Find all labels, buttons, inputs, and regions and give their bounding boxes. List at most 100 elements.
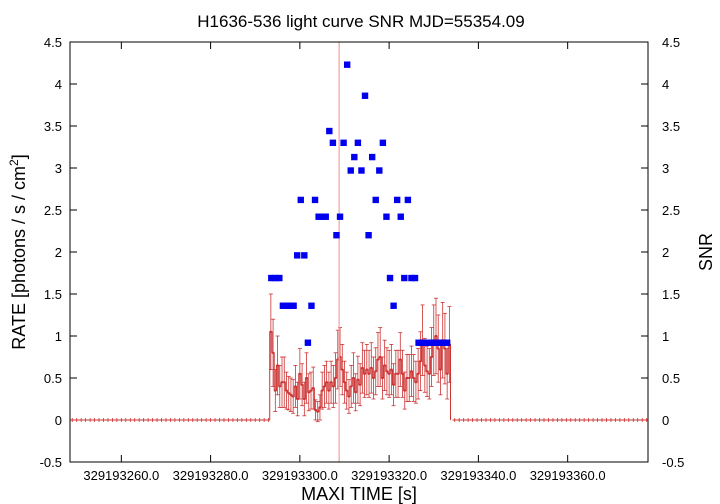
snr-point bbox=[329, 139, 337, 146]
snr-point bbox=[301, 252, 308, 259]
rate-point bbox=[394, 372, 397, 375]
axis-ticks bbox=[70, 41, 648, 463]
snr-point bbox=[276, 274, 283, 282]
snr-series bbox=[268, 61, 451, 346]
snr-point bbox=[404, 196, 412, 204]
snr-point bbox=[272, 274, 279, 282]
snr-point bbox=[411, 274, 419, 282]
snr-point bbox=[372, 196, 379, 204]
rate-point bbox=[276, 364, 279, 367]
y-tick-label-right: 1 bbox=[662, 329, 669, 344]
y-tick-label-right: 1.5 bbox=[662, 287, 680, 302]
rate-point bbox=[383, 364, 386, 367]
snr-point bbox=[365, 232, 372, 239]
y-tick-label-left: 3.5 bbox=[44, 119, 62, 134]
rate-point bbox=[339, 356, 342, 358]
rate-point bbox=[410, 370, 413, 373]
y-tick-label-right: 2 bbox=[662, 245, 669, 260]
snr-point bbox=[401, 274, 408, 282]
rate-point bbox=[347, 395, 350, 398]
snr-point bbox=[297, 196, 304, 204]
snr-point bbox=[322, 213, 329, 220]
snr-point bbox=[422, 339, 429, 346]
y-tick-label-right: -0.5 bbox=[662, 455, 684, 470]
rate-point bbox=[363, 372, 366, 375]
snr-point bbox=[347, 167, 354, 174]
rate-point bbox=[381, 377, 384, 379]
rate-point bbox=[305, 377, 308, 379]
rate-point bbox=[426, 370, 429, 373]
rate-point bbox=[368, 372, 371, 375]
rate-point bbox=[379, 356, 382, 358]
snr-point bbox=[351, 153, 358, 161]
y-tick-label-left: 0 bbox=[55, 413, 62, 428]
rate-point bbox=[419, 360, 422, 363]
snr-point bbox=[311, 196, 319, 204]
rate-point bbox=[294, 385, 297, 388]
y-axis-right-tick-labels: -0.5 0 0.5 1 1.5 2 2.5 3 3.5 4 4.5 bbox=[662, 35, 684, 470]
rate-point bbox=[370, 366, 373, 369]
rate-point bbox=[330, 381, 333, 384]
rate-point bbox=[374, 370, 377, 373]
rate-point bbox=[414, 381, 417, 384]
x-tick-label: 329193300.0 bbox=[262, 468, 338, 483]
snr-point bbox=[283, 302, 290, 309]
rate-point bbox=[365, 368, 368, 371]
rate-point bbox=[352, 377, 355, 379]
rate-point bbox=[327, 389, 330, 392]
snr-point bbox=[408, 274, 415, 282]
snr-point bbox=[343, 61, 351, 68]
rate-point bbox=[361, 366, 364, 369]
snr-point bbox=[336, 213, 344, 220]
y-axis-left-tick-labels: -0.5 0 0.5 1 1.5 2 2.5 3 3.5 4 4.5 bbox=[40, 35, 62, 470]
snr-point bbox=[293, 252, 301, 259]
y-tick-label-left: 1 bbox=[55, 329, 62, 344]
rate-point bbox=[443, 347, 446, 350]
rate-point bbox=[341, 368, 344, 371]
snr-point bbox=[383, 213, 390, 220]
y-axis-left-label-main: RATE [photons / s / cm bbox=[9, 166, 29, 350]
rate-point bbox=[350, 385, 353, 388]
snr-point bbox=[397, 213, 404, 220]
chart-title: H1636-536 light curve SNR MJD=55354.09 bbox=[197, 12, 524, 31]
snr-point bbox=[358, 167, 365, 174]
snr-point bbox=[361, 92, 369, 99]
snr-point bbox=[279, 302, 287, 309]
rate-point bbox=[289, 393, 292, 396]
rate-point bbox=[385, 370, 388, 373]
x-tick-label: 329193360.0 bbox=[530, 468, 606, 483]
rate-point bbox=[283, 381, 286, 384]
rate-point bbox=[292, 395, 295, 398]
rate-point bbox=[303, 398, 306, 400]
rate-point bbox=[428, 372, 431, 375]
rate-point bbox=[417, 372, 420, 375]
snr-point bbox=[418, 339, 426, 346]
snr-point bbox=[426, 339, 433, 346]
rate-point bbox=[388, 372, 391, 375]
rate-point bbox=[408, 377, 411, 379]
y-tick-label-left: 2 bbox=[55, 245, 62, 260]
y-tick-label-right: 4.5 bbox=[662, 35, 680, 50]
rate-point bbox=[269, 330, 272, 333]
rate-point bbox=[446, 372, 449, 375]
rate-point bbox=[298, 372, 301, 375]
snr-point bbox=[308, 302, 315, 309]
y-tick-label-right: 3.5 bbox=[662, 119, 680, 134]
rate-point bbox=[321, 389, 324, 392]
rate-point bbox=[423, 364, 426, 367]
snr-point bbox=[443, 339, 451, 346]
snr-point bbox=[429, 339, 437, 346]
rate-point bbox=[318, 406, 321, 409]
snr-point bbox=[386, 274, 394, 282]
y-tick-label-left: 2.5 bbox=[44, 203, 62, 218]
rate-point bbox=[376, 358, 379, 361]
x-axis-label: MAXI TIME [s] bbox=[301, 484, 417, 504]
snr-point bbox=[268, 274, 275, 282]
rate-point bbox=[307, 391, 310, 394]
rate-point bbox=[437, 347, 440, 350]
y-tick-label-right: 0.5 bbox=[662, 371, 680, 386]
y-tick-label-right: 3 bbox=[662, 161, 669, 176]
rate-point bbox=[272, 351, 275, 354]
x-tick-label: 329193340.0 bbox=[440, 468, 516, 483]
snr-point bbox=[286, 302, 294, 309]
